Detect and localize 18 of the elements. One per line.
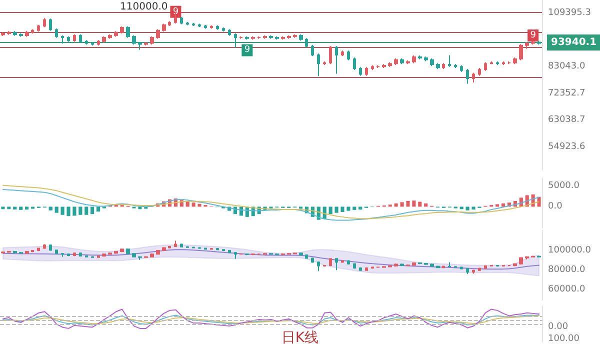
annotation: 日K线: [281, 330, 319, 346]
y-tick-label: 80000.0: [548, 265, 586, 276]
y-tick-label: 54923.6: [548, 142, 586, 152]
annotation: 9: [172, 6, 179, 17]
y-tick-label: 60000.0: [548, 284, 586, 295]
y-tick-label: 100000.0: [548, 246, 592, 256]
y-tick-label: 109395.3: [548, 8, 591, 18]
y-tick-label: 5000.0: [548, 181, 580, 192]
y-tick-label: 0.00: [548, 322, 568, 332]
y-tick-label: 63038.7: [548, 115, 586, 126]
annotation: 9: [530, 30, 536, 41]
y-tick-label: 100.00: [548, 334, 580, 344]
annotation: 110000.0: [120, 1, 168, 12]
ref-line-label: 93940.1: [551, 37, 597, 48]
y-tick-label: 83043.0: [548, 62, 586, 72]
y-tick-label: 0.0: [548, 202, 563, 212]
annotation: 9: [244, 45, 250, 56]
y-tick-label: 72352.7: [548, 88, 586, 98]
